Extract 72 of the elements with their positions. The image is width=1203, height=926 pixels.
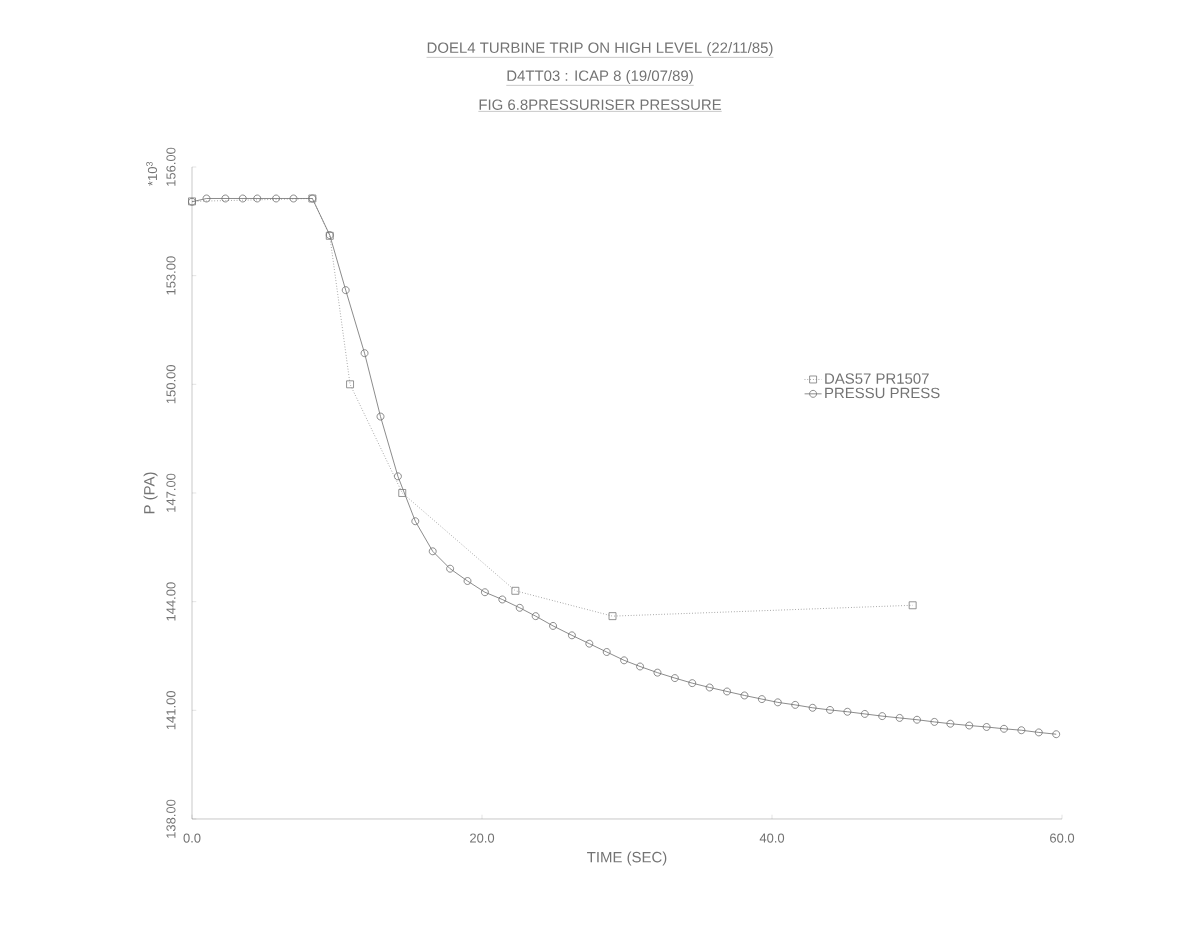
point [1052, 730, 1061, 739]
point [740, 691, 749, 700]
x-tick-label: 60.0 [1050, 833, 1075, 843]
x-tick-label: 20.0 [470, 833, 495, 843]
point [411, 517, 420, 526]
legend-label: PRESSU PRESS [825, 387, 940, 399]
x-tick-label: 40.0 [759, 833, 785, 843]
point [636, 662, 644, 671]
point [620, 656, 628, 665]
point [608, 612, 617, 621]
y-tick-label: 138.00 [166, 799, 176, 838]
chart-subtitle: D4TT03 : ICAP 8 (19/07/89) [507, 70, 693, 84]
point [843, 707, 852, 716]
point [913, 715, 921, 724]
point [515, 603, 524, 612]
point [723, 687, 731, 696]
point [341, 286, 350, 295]
y-tick-label: 153.00 [166, 256, 176, 295]
point [446, 564, 454, 573]
point [360, 349, 369, 358]
point [272, 194, 280, 203]
point [688, 679, 697, 688]
y-tick-label: 141.00 [166, 691, 176, 730]
y-tick-label: 150.00 [166, 365, 176, 404]
point [930, 718, 939, 726]
point [653, 668, 662, 677]
caption: FIG 6.8PRESSURISER PRESSURE [479, 99, 722, 110]
point [398, 489, 407, 497]
point [808, 703, 817, 712]
point [568, 631, 576, 640]
point [791, 701, 800, 709]
x-axis-title: TIME (SEC) [587, 851, 667, 866]
point [982, 723, 991, 731]
point [705, 683, 714, 692]
y-tick-label: 144.00 [166, 582, 176, 621]
point [394, 472, 402, 481]
point [878, 712, 887, 720]
point [860, 710, 869, 718]
point [602, 648, 611, 656]
text: *10$^{3}$ [146, 161, 158, 186]
y-axis-title: P (PA) [143, 472, 158, 514]
point [585, 639, 594, 648]
point [908, 601, 917, 610]
point [289, 194, 298, 203]
point [463, 577, 472, 585]
point [221, 194, 230, 203]
y-tick-label: 147.00 [166, 473, 176, 512]
x-tick-label: 0.0 [183, 833, 201, 843]
point [549, 622, 557, 630]
point [253, 194, 262, 203]
point [757, 695, 766, 703]
legend-label: DAS57 PR1507 [825, 373, 929, 384]
point [1017, 726, 1026, 735]
point [670, 674, 679, 682]
y-tick-label: 156.00 [166, 147, 176, 186]
point [531, 612, 540, 621]
point [481, 588, 489, 597]
point [1000, 724, 1008, 733]
point [1034, 728, 1043, 737]
point [946, 719, 955, 728]
point [428, 547, 437, 556]
point [773, 698, 782, 707]
point [376, 412, 385, 421]
point [202, 194, 211, 203]
point [965, 721, 974, 730]
point [346, 380, 354, 389]
chart-title: DOEL4 TURBINE TRIP ON HIGH LEVEL (22/11/85) [427, 42, 773, 56]
point [498, 595, 507, 604]
point [826, 706, 834, 714]
point [238, 194, 247, 203]
point [895, 714, 904, 722]
point [511, 586, 520, 595]
